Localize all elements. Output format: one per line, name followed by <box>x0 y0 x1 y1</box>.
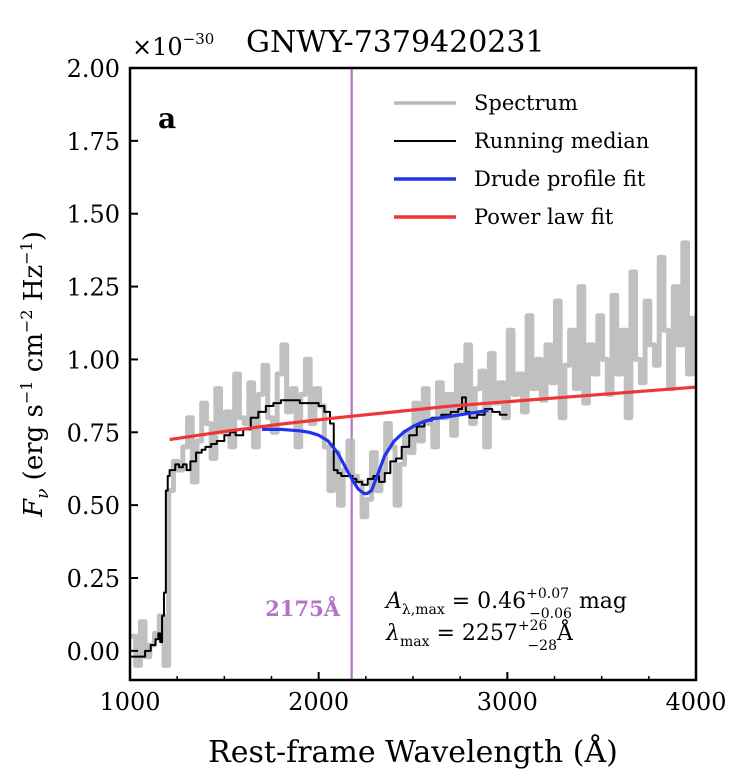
annotation-amax: Aλ,max = 0.46+0.07 −0.06 mag <box>384 586 627 622</box>
y-tick-label: 0.75 <box>67 419 120 447</box>
legend: Spectrum Running median Drude profile fit P… <box>394 91 649 229</box>
y-tick-label: 0.00 <box>67 638 120 666</box>
x-axis-label: Rest-frame Wavelength (Å) <box>208 734 618 770</box>
legend-label: Drude profile fit <box>474 167 646 191</box>
y-tick-label: 1.75 <box>67 128 120 156</box>
legend-label: Power law fit <box>474 205 614 229</box>
plot-area <box>130 68 696 680</box>
series-spectrum <box>130 240 695 668</box>
chart-title: GNWY-7379420231 <box>246 25 545 60</box>
x-tick-label: 1000 <box>99 688 160 716</box>
y-tick-label: 0.25 <box>67 565 120 593</box>
x-tick-label: 4000 <box>665 688 726 716</box>
legend-label: Running median <box>474 129 649 153</box>
y-tick-label: 1.25 <box>67 274 120 302</box>
panel-label: a <box>158 102 176 135</box>
series-power-law-fit <box>169 385 696 442</box>
series-drude-profile-fit <box>262 408 489 496</box>
x-axis: 1000 2000 3000 4000 <box>99 672 727 716</box>
y-tick-label: 0.50 <box>67 492 120 520</box>
x-tick-label: 2000 <box>288 688 349 716</box>
legend-label: Spectrum <box>474 91 578 115</box>
y-tick-label: 1.50 <box>67 201 120 229</box>
y-axis: 0.00 0.25 0.50 0.75 1.00 1.25 1.50 1.75 2.00 <box>67 55 138 666</box>
y-tick-label: 2.00 <box>67 55 120 83</box>
annotation-lmax: λmax = 2257+26 −28Å <box>385 618 574 654</box>
y-multiplier-exponent: −30 <box>183 30 215 48</box>
y-axis-label: Fν (erg s−1 cm−2 Hz−1) <box>17 231 53 518</box>
x-tick-label: 3000 <box>477 688 538 716</box>
vline-2175-label: 2175Å <box>265 596 340 621</box>
y-multiplier: ×10−30 <box>132 30 214 61</box>
y-tick-label: 1.00 <box>67 346 120 374</box>
